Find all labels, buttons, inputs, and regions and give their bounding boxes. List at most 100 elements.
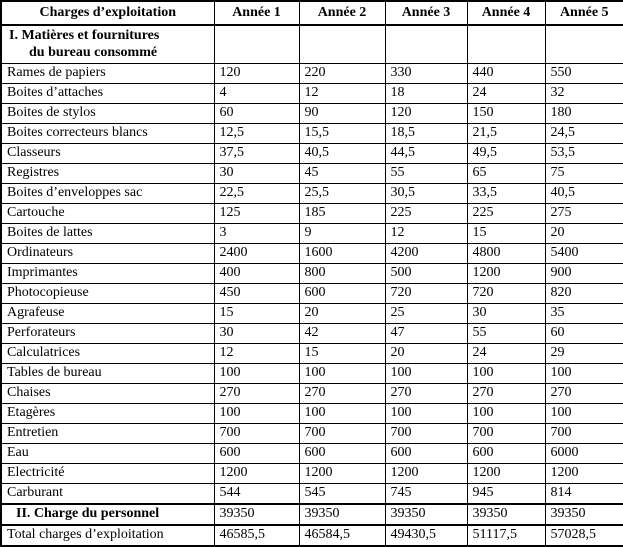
- row-value: 20: [298, 303, 386, 324]
- row-value: 53,5: [544, 143, 623, 164]
- row-value: 22,5: [213, 183, 300, 204]
- section-label-line2: du bureau consommé: [29, 44, 158, 60]
- row-label: Ordinateurs: [0, 243, 215, 264]
- row-value: 15: [466, 223, 546, 244]
- row-value: 75: [544, 163, 623, 184]
- row-value: 12: [384, 223, 468, 244]
- row-value: 18,5: [384, 123, 468, 144]
- row-value: 30: [466, 303, 546, 324]
- row-value: 270: [544, 383, 623, 404]
- row-value: 35: [544, 303, 623, 324]
- row-value: 820: [544, 283, 623, 304]
- empty-cell: [544, 24, 623, 64]
- row-value: 1600: [298, 243, 386, 264]
- row-label: Calculatrices: [0, 343, 215, 364]
- row-label: Boites correcteurs blancs: [0, 123, 215, 144]
- row-value: 25: [384, 303, 468, 324]
- row-value: 100: [298, 403, 386, 424]
- row-value: 30,5: [384, 183, 468, 204]
- row-value: 100: [544, 403, 623, 424]
- row-value: 33,5: [466, 183, 546, 204]
- table-data-rows: Rames de papiers 120 220 330 440 550 Boites d’…: [0, 63, 623, 505]
- row-value: 720: [384, 283, 468, 304]
- row-value: 800: [298, 263, 386, 284]
- table-row: Agrafeuse 15 20 25 30 35: [0, 303, 623, 324]
- row-value: 4800: [466, 243, 546, 264]
- total-row: Total charges d’exploitation 46585,5 465…: [0, 524, 623, 547]
- row-value: 18: [384, 83, 468, 104]
- row-label: Agrafeuse: [0, 303, 215, 324]
- total-value: 46585,5: [213, 524, 300, 547]
- row-value: 55: [384, 163, 468, 184]
- table-row: Tables de bureau 100 100 100 100 100: [0, 363, 623, 384]
- row-label: Registres: [0, 163, 215, 184]
- row-value: 40,5: [544, 183, 623, 204]
- row-label: Chaises: [0, 383, 215, 404]
- row-value: 150: [466, 103, 546, 124]
- row-value: 32: [544, 83, 623, 104]
- row-value: 700: [384, 423, 468, 444]
- row-value: 700: [298, 423, 386, 444]
- row-value: 2400: [213, 243, 300, 264]
- row-value: 21,5: [466, 123, 546, 144]
- row-value: 945: [466, 483, 546, 505]
- column-header-annee-2: Année 2: [298, 0, 386, 26]
- row-value: 330: [384, 63, 468, 84]
- row-label: Imprimantes: [0, 263, 215, 284]
- section-row-matieres: I. Matières et fournitures du bureau con…: [0, 24, 623, 64]
- row-value: 545: [298, 483, 386, 505]
- row-label: Entretien: [0, 423, 215, 444]
- personnel-value: 39350: [544, 503, 623, 526]
- row-value: 4: [213, 83, 300, 104]
- table-row: Boites d’enveloppes sac 22,5 25,5 30,5 33,5 4…: [0, 183, 623, 204]
- row-value: 100: [544, 363, 623, 384]
- row-value: 37,5: [213, 143, 300, 164]
- column-header-annee-1: Année 1: [213, 0, 300, 26]
- row-value: 1200: [298, 463, 386, 484]
- row-value: 745: [384, 483, 468, 505]
- row-value: 4200: [384, 243, 468, 264]
- row-value: 15: [298, 343, 386, 364]
- row-label: Boites de lattes: [0, 223, 215, 244]
- personnel-value: 39350: [298, 503, 386, 526]
- table-row: Carburant 544 545 745 945 814: [0, 483, 623, 505]
- row-value: 3: [213, 223, 300, 244]
- table-row: Imprimantes 400 800 500 1200 900: [0, 263, 623, 284]
- row-value: 1200: [466, 263, 546, 284]
- row-value: 49,5: [466, 143, 546, 164]
- section-row-personnel: II. Charge du personnel 39350 39350 3935…: [0, 503, 623, 526]
- row-value: 180: [544, 103, 623, 124]
- row-value: 60: [213, 103, 300, 124]
- table-row: Etagères 100 100 100 100 100: [0, 403, 623, 424]
- row-value: 47: [384, 323, 468, 344]
- column-header-annee-4: Année 4: [466, 0, 546, 26]
- column-header-charges: Charges d’exploitation: [0, 0, 215, 26]
- row-value: 55: [466, 323, 546, 344]
- row-value: 270: [466, 383, 546, 404]
- row-value: 20: [384, 343, 468, 364]
- table-header-row: Charges d’exploitation Année 1 Année 2 A…: [0, 0, 623, 26]
- row-value: 544: [213, 483, 300, 505]
- table-row: Boites correcteurs blancs 12,5 15,5 18,5 21,…: [0, 123, 623, 144]
- table-row: Entretien 700 700 700 700 700: [0, 423, 623, 444]
- table-row: Ordinateurs 2400 1600 4200 4800 5400: [0, 243, 623, 264]
- row-label: Cartouche: [0, 203, 215, 224]
- empty-cell: [298, 24, 386, 64]
- row-value: 15: [213, 303, 300, 324]
- empty-cell: [384, 24, 468, 64]
- row-value: 25,5: [298, 183, 386, 204]
- row-label: Electricité: [0, 463, 215, 484]
- table-row: Photocopieuse 450 600 720 720 820: [0, 283, 623, 304]
- row-label: Classeurs: [0, 143, 215, 164]
- table-head-section: Charges d’exploitation Année 1 Année 2 A…: [0, 0, 623, 64]
- section-label: I. Matières et fournitures du bureau con…: [0, 24, 215, 64]
- row-label: Boites d’attaches: [0, 83, 215, 104]
- row-value: 20: [544, 223, 623, 244]
- row-value: 270: [298, 383, 386, 404]
- row-label: Carburant: [0, 483, 215, 505]
- row-value: 1200: [466, 463, 546, 484]
- row-value: 30: [213, 323, 300, 344]
- row-value: 100: [384, 363, 468, 384]
- row-value: 44,5: [384, 143, 468, 164]
